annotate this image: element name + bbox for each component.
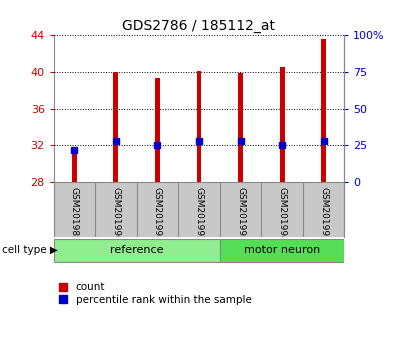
Bar	[155, 78, 160, 182]
Text: cell type ▶: cell type ▶	[2, 245, 58, 255]
Bar	[72, 150, 77, 182]
Bar	[321, 39, 326, 182]
Bar	[197, 71, 201, 182]
Text: GSM201993: GSM201993	[236, 187, 245, 241]
Bar	[279, 67, 285, 182]
Bar	[113, 72, 119, 182]
Text: reference: reference	[110, 245, 164, 255]
Text: GSM201992: GSM201992	[195, 187, 203, 241]
Text: motor neuron: motor neuron	[244, 245, 320, 255]
Bar	[220, 239, 344, 262]
Legend: count, percentile rank within the sample: count, percentile rank within the sample	[59, 282, 252, 304]
Bar	[54, 239, 220, 262]
Text: GSM201990: GSM201990	[111, 187, 121, 241]
Text: GSM201994: GSM201994	[277, 187, 287, 241]
Title: GDS2786 / 185112_at: GDS2786 / 185112_at	[123, 19, 275, 33]
Bar	[238, 73, 243, 182]
Text: GSM201991: GSM201991	[153, 187, 162, 241]
Text: GSM201989: GSM201989	[70, 187, 79, 241]
Text: GSM201995: GSM201995	[319, 187, 328, 241]
